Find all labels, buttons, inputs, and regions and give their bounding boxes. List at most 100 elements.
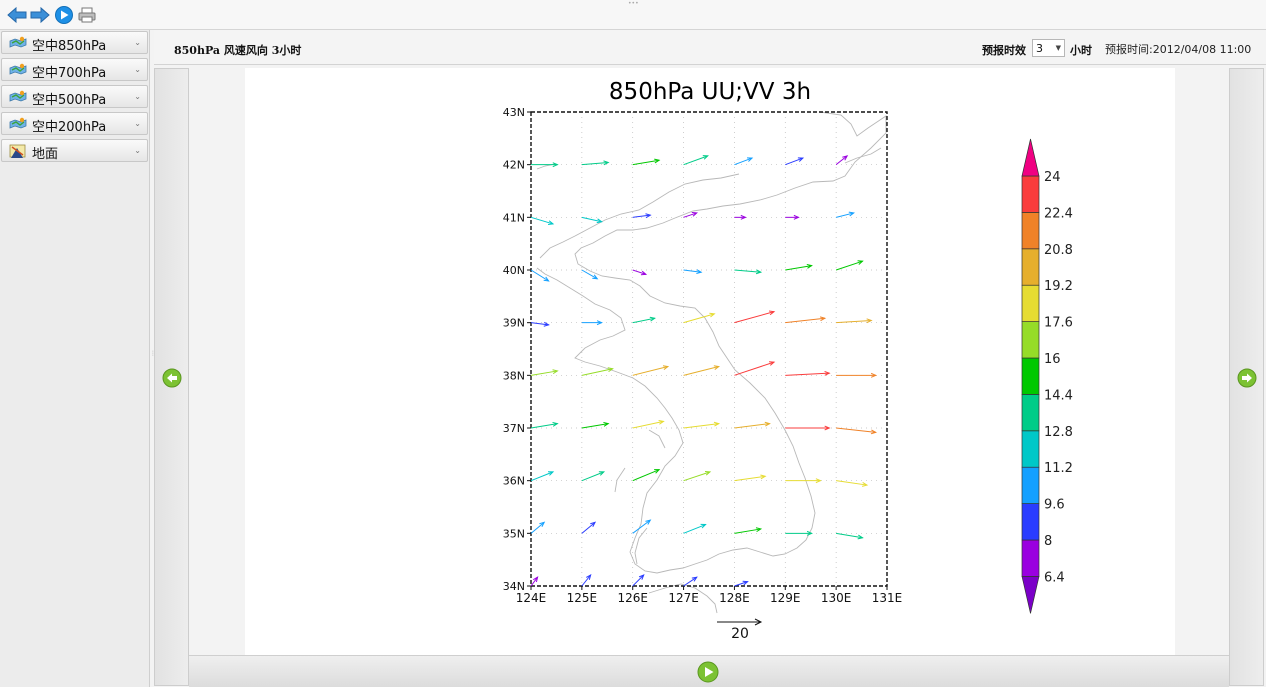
wind-vector [581, 471, 606, 482]
splitter-handle[interactable]: ••• [628, 0, 639, 7]
back-icon[interactable] [7, 6, 27, 24]
play-icon[interactable] [54, 6, 74, 24]
x-tick-label: 126E [617, 591, 648, 605]
wind-vector [734, 361, 776, 376]
wind-vector-head [824, 370, 831, 376]
wind-vector-shaft [734, 475, 766, 482]
y-tick-label: 34N [503, 580, 525, 593]
wind-vector [530, 369, 559, 376]
wind-vector [683, 212, 698, 218]
wind-vector-shaft [683, 366, 719, 376]
wind-vector-head [696, 269, 703, 275]
wind-vector-head [709, 312, 716, 318]
wind-vector [632, 519, 652, 534]
wind-vector [632, 419, 665, 429]
product-title: 850hPa 风速风向 3小时 [174, 44, 302, 57]
wind-vector-shaft [836, 319, 872, 324]
y-tick-label: 38N [503, 369, 525, 382]
wind-vector-head [764, 421, 771, 427]
next-arrow-icon[interactable] [1237, 368, 1257, 388]
print-icon[interactable] [77, 6, 97, 24]
wind-vector [683, 523, 707, 534]
wind-vector-shaft [632, 159, 660, 166]
wind-vector-head [769, 310, 776, 316]
forecast-image-area: 850hPa UU;VV 3h 124E 125E 126E 127E 128E 129E… [245, 68, 1175, 656]
wind-vector [531, 162, 559, 168]
chevron-down-icon: ▼ [1055, 44, 1061, 52]
sidebar-item-500hpa[interactable]: 空中500hPa ⌄ [1, 85, 148, 108]
wind-vector-head [797, 157, 805, 162]
wind-vector [581, 269, 599, 280]
colorbar-label: 19.2 [1044, 279, 1073, 294]
play-animation-icon[interactable] [697, 661, 719, 683]
wind-vector-shaft [835, 260, 863, 271]
colorbar-segment [1021, 394, 1040, 432]
colorbar-label: 22.4 [1044, 206, 1073, 221]
y-tick-label: 40N [503, 264, 525, 277]
wind-vector [734, 157, 754, 166]
wind-vector-head [819, 316, 827, 322]
wind-vector-shaft [785, 265, 812, 271]
wind-vector [632, 269, 648, 276]
wind-vector [683, 470, 712, 482]
wind-vector-head [793, 214, 800, 220]
wind-vector [835, 155, 849, 166]
wind-vector-shaft [785, 157, 804, 166]
layer-sidebar: 空中850hPa ⌄ 空中700hPa ⌄ 空中500hPa ⌄ 空中200hP… [0, 30, 150, 687]
wind-vector-shaft [734, 311, 775, 324]
forward-icon[interactable] [30, 6, 50, 24]
chevron-down-icon: ⌄ [134, 92, 141, 101]
lead-time-label: 预报时效 [982, 44, 1026, 57]
colorbar-segment [1021, 576, 1040, 614]
colorbar-label: 16 [1044, 352, 1061, 367]
forecast-time: 预报时间:2012/04/08 11:00 [1105, 43, 1252, 56]
wind-vector [785, 316, 827, 324]
y-tick-label: 36N [503, 475, 525, 488]
wind-vector-shaft [581, 471, 605, 482]
wind-vector [632, 316, 656, 324]
wind-vector-shaft [581, 521, 596, 534]
map-layers-icon [9, 117, 27, 129]
wind-vector-head [533, 576, 539, 583]
wind-vector-shaft [683, 423, 719, 429]
colorbar-label: 24 [1044, 170, 1061, 185]
wind-vector [785, 478, 822, 484]
wind-vector-shaft [632, 420, 664, 429]
wind-vector-head [742, 580, 749, 586]
y-tick-label: 41N [503, 211, 525, 224]
wind-vector-shaft [835, 155, 848, 166]
previous-arrow-icon[interactable] [162, 368, 182, 388]
sidebar-splitter[interactable]: ⋮ [150, 350, 156, 357]
wind-vector-head [547, 471, 555, 476]
wind-vector-head [713, 421, 721, 427]
sidebar-item-200hpa[interactable]: 空中200hPa ⌄ [1, 112, 148, 135]
wind-vector-shaft [683, 313, 715, 324]
coastline [536, 111, 887, 614]
lead-time-select[interactable]: 3 ▼ [1032, 39, 1065, 57]
wind-vector-head [596, 320, 603, 326]
wind-vector-head [713, 365, 721, 370]
y-tick-label: 39N [503, 317, 525, 330]
wind-vector-head [590, 521, 597, 528]
wind-vector-head [866, 318, 873, 324]
wind-vector [683, 365, 721, 376]
wind-vector-head [539, 521, 546, 528]
colorbar-segment [1021, 175, 1040, 213]
y-tick-label: 37N [503, 422, 525, 435]
wind-vector-shaft [581, 216, 602, 223]
wind-vector-head [691, 212, 698, 217]
grid-lines [531, 112, 887, 586]
colorbar-label: 20.8 [1044, 243, 1073, 258]
wind-vector [581, 573, 592, 587]
sidebar-item-700hpa[interactable]: 空中700hPa ⌄ [1, 58, 148, 81]
wind-vector-head [691, 576, 698, 582]
wind-vector-shaft [683, 212, 697, 218]
sidebar-item-surface[interactable]: 地面 ⌄ [1, 139, 148, 162]
sidebar-item-850hpa[interactable]: 空中850hPa ⌄ [1, 31, 148, 54]
x-tick-label: 130E [821, 591, 852, 605]
wind-vector-head [638, 574, 645, 580]
next-panel [1229, 68, 1264, 686]
colorbar-label: 9.6 [1044, 498, 1065, 513]
wind-vector [581, 160, 610, 166]
wind-vector-head [654, 469, 661, 474]
